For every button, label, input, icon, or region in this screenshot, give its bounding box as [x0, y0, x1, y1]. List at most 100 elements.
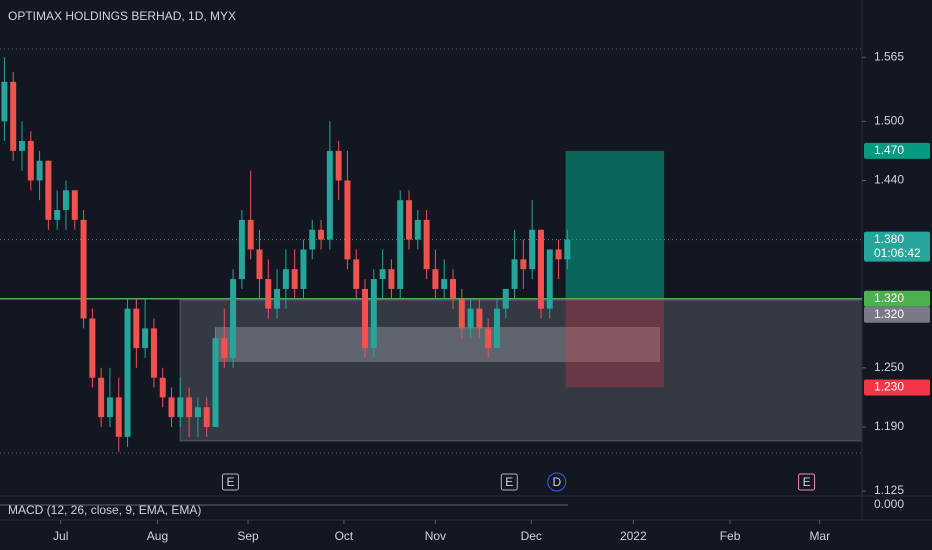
- x-tick-label: 2022: [620, 529, 647, 543]
- candle-body: [423, 219, 430, 270]
- candle-body: [54, 210, 61, 220]
- candle-body: [326, 150, 333, 240]
- candle-body: [458, 298, 465, 329]
- y-tick-label: 1.440: [874, 173, 904, 187]
- candle-body: [256, 249, 263, 280]
- last-price-badge: [864, 231, 930, 262]
- event-label: E: [226, 475, 234, 489]
- candle-body: [441, 279, 448, 289]
- candle-body: [36, 160, 43, 181]
- position-loss: [565, 298, 665, 388]
- candle-body: [406, 200, 413, 240]
- candle-body: [335, 150, 342, 181]
- candle-body: [546, 249, 553, 309]
- candle-body: [150, 328, 157, 378]
- event-marker: [500, 473, 518, 491]
- candle-body: [89, 318, 96, 378]
- candle-body: [449, 279, 456, 299]
- candle-body: [265, 279, 272, 309]
- candle-body: [432, 269, 439, 289]
- x-tick-label: Mar: [809, 529, 830, 543]
- candle-body: [529, 229, 536, 270]
- candle-body: [370, 279, 377, 349]
- candle-body: [247, 219, 254, 250]
- candle-body: [485, 328, 492, 349]
- candle-body: [476, 308, 483, 329]
- event-label: E: [505, 475, 513, 489]
- candle-body: [238, 219, 245, 280]
- candle-body: [274, 288, 281, 309]
- candle-body: [194, 407, 201, 418]
- x-tick-label: Dec: [521, 529, 542, 543]
- macd-label: MACD (12, 26, close, 9, EMA, EMA): [8, 503, 201, 517]
- candle-body: [555, 249, 562, 260]
- x-tick-label: Feb: [720, 529, 741, 543]
- candle-body: [221, 338, 228, 358]
- candle-body: [186, 397, 193, 418]
- candle-body: [203, 407, 210, 427]
- target-badge-text: 1.470: [874, 143, 904, 157]
- candle-body: [142, 328, 149, 349]
- chart-title: OPTIMAX HOLDINGS BERHAD, 1D, MYX: [8, 9, 236, 23]
- candle-body: [168, 397, 175, 418]
- candle-body: [98, 377, 105, 418]
- price-line-badge-text: 1.320: [874, 291, 904, 305]
- candle-body: [493, 308, 500, 349]
- candle-body: [520, 259, 527, 270]
- candle-body: [62, 190, 69, 211]
- last-price-badge-text: 1.380: [874, 232, 904, 246]
- candle-body: [106, 397, 113, 418]
- candle-body: [159, 377, 166, 398]
- x-tick-label: Oct: [335, 529, 354, 543]
- y-tick-label: 1.500: [874, 113, 904, 127]
- candle-body: [230, 279, 237, 358]
- candle-body: [502, 288, 509, 309]
- candle-body: [564, 239, 571, 260]
- event-marker: [798, 473, 816, 491]
- event-marker: [547, 472, 567, 492]
- target-badge: [864, 142, 930, 159]
- candle-body: [388, 269, 395, 289]
- x-tick-label: Sep: [237, 529, 259, 543]
- candle-body: [45, 160, 52, 220]
- candle-body: [177, 397, 184, 418]
- zone-box: [179, 299, 863, 442]
- price-line-badge: [864, 290, 930, 307]
- candle-body: [318, 229, 325, 240]
- candle-body: [1, 81, 8, 122]
- candle-body: [397, 200, 404, 289]
- candle-body: [511, 259, 518, 289]
- candle-body: [353, 259, 360, 289]
- candle-body: [379, 269, 386, 280]
- candle-body: [467, 308, 474, 329]
- x-tick-label: Jul: [53, 529, 68, 543]
- candle-body: [18, 141, 25, 151]
- y-tick-label: 1.190: [874, 419, 904, 433]
- entry-badge-text: 1.320: [874, 307, 904, 321]
- event-marker: [221, 473, 239, 491]
- y-tick-label: 1.125: [874, 483, 904, 497]
- x-tick-label: Nov: [425, 529, 446, 543]
- candle-body: [133, 308, 140, 349]
- event-label: D: [552, 475, 561, 489]
- candle-body: [80, 219, 87, 319]
- stop-badge-text: 1.230: [874, 380, 904, 394]
- candle-body: [71, 190, 78, 220]
- candle-body: [212, 338, 219, 427]
- zone-box-inner: [215, 327, 660, 362]
- candle-body: [344, 180, 351, 260]
- position-profit: [565, 150, 665, 299]
- candle-body: [27, 141, 34, 181]
- candle-body: [300, 249, 307, 289]
- y-tick-label: 1.565: [874, 49, 904, 63]
- y-tick-label: 1.250: [874, 360, 904, 374]
- entry-badge: [864, 306, 930, 323]
- candle-body: [291, 269, 298, 289]
- candle-body: [309, 229, 316, 250]
- candle-body: [282, 269, 289, 289]
- countdown: 01:06:42: [874, 246, 921, 260]
- candle-body: [115, 397, 122, 437]
